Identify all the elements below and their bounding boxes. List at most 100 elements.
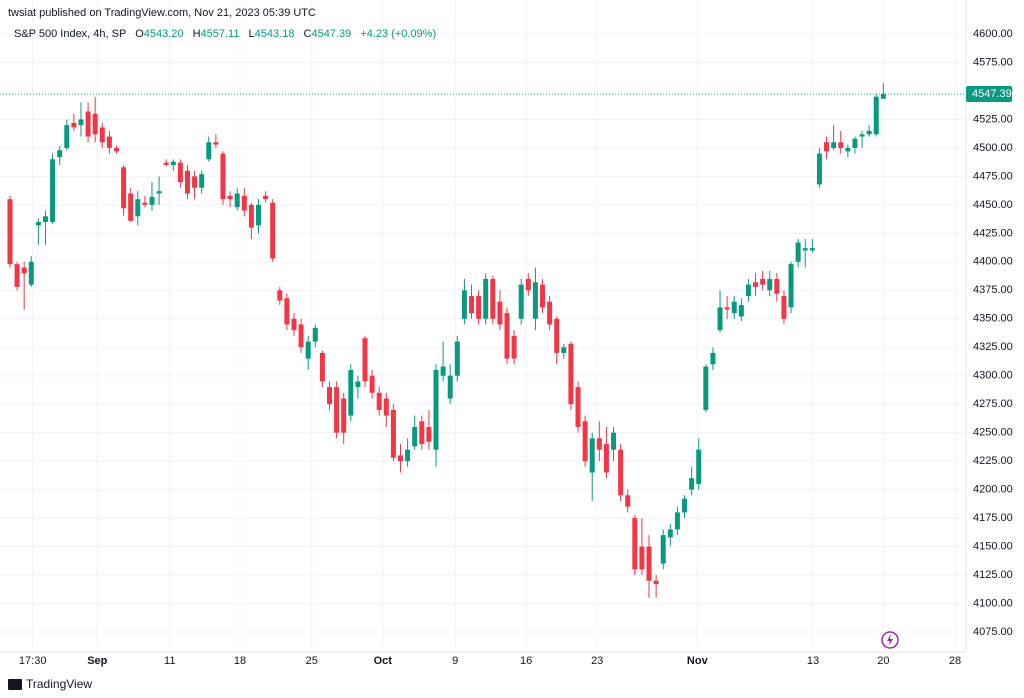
- y-tick-label: 4450.00: [973, 199, 1013, 211]
- event-icon-bolt: [887, 634, 893, 646]
- y-tick-label: 4475.00: [973, 170, 1013, 182]
- x-tick-label: 16: [520, 655, 532, 667]
- candle-body: [646, 546, 652, 581]
- x-tick-label: 23: [591, 655, 603, 667]
- candle-body: [106, 136, 112, 148]
- candle-body: [412, 426, 418, 447]
- candle-body: [582, 421, 588, 462]
- candle-body: [50, 159, 56, 222]
- candle-body: [319, 352, 325, 382]
- h-label: H: [193, 28, 201, 40]
- candle-body: [497, 301, 503, 325]
- y-tick-label: 4225.00: [973, 455, 1013, 467]
- l-value: 4543.18: [255, 28, 295, 40]
- candle-body: [284, 298, 290, 325]
- candle-body: [192, 176, 198, 188]
- candle-body: [128, 193, 134, 221]
- candle-body: [632, 518, 638, 570]
- candle-body: [99, 127, 105, 143]
- candle-body: [561, 347, 567, 353]
- h-value: 4557.11: [201, 28, 240, 40]
- event-icon[interactable]: [881, 631, 899, 649]
- candle-body: [795, 242, 801, 262]
- candle-body: [433, 370, 439, 450]
- y-tick-label: 4575.00: [973, 56, 1013, 68]
- candle-body: [270, 202, 276, 259]
- candle-body: [525, 278, 531, 291]
- candle-body: [682, 498, 688, 513]
- candle-body: [469, 295, 475, 314]
- candle-body: [753, 282, 759, 287]
- candle-body: [816, 153, 822, 185]
- grid: [0, 0, 966, 652]
- candle-body: [447, 375, 453, 399]
- x-tick-label: 11: [164, 655, 175, 667]
- candle-body: [767, 278, 773, 291]
- x-tick-label: Sep: [87, 655, 107, 667]
- y-tick-label: 4300.00: [973, 370, 1013, 382]
- candle-body: [781, 295, 787, 319]
- candle-body: [710, 352, 716, 365]
- y-tick-label: 4200.00: [973, 484, 1013, 496]
- candle-body: [774, 278, 780, 294]
- candle-body: [291, 318, 297, 331]
- y-tick-label: 4375.00: [973, 284, 1013, 296]
- y-tick-label: 4325.00: [973, 341, 1013, 353]
- candle-body: [263, 195, 269, 200]
- candle-body: [426, 426, 432, 442]
- candle-body: [326, 387, 332, 405]
- candle-body: [653, 580, 659, 585]
- y-tick-label: 4100.00: [973, 597, 1013, 609]
- candles: [0, 82, 966, 598]
- candle-body: [383, 398, 389, 416]
- logo: [8, 679, 22, 690]
- candle-body: [788, 264, 794, 308]
- candle-body: [532, 282, 538, 319]
- candle-body: [390, 409, 396, 458]
- candle-body: [611, 432, 617, 450]
- candle-body: [838, 142, 844, 148]
- candle-body: [667, 529, 673, 538]
- candle-body: [511, 335, 517, 359]
- candle-body: [248, 204, 254, 228]
- candle-body: [277, 290, 283, 301]
- candle-body: [362, 338, 368, 382]
- y-tick-label: 4150.00: [973, 540, 1013, 552]
- candle-body: [405, 449, 411, 462]
- candle-body: [170, 161, 176, 166]
- candle-body: [674, 512, 680, 530]
- last-price-label: 4547.39: [972, 88, 1012, 100]
- candle-body: [419, 421, 425, 445]
- candle-body: [14, 264, 20, 287]
- candle-body: [483, 278, 489, 319]
- x-tick-label: 17:30: [19, 655, 47, 667]
- y-tick-label: 4250.00: [973, 427, 1013, 439]
- y-tick-label: 4600.00: [973, 28, 1013, 40]
- candle-body: [568, 343, 574, 405]
- x-tick-label: Nov: [687, 655, 709, 667]
- candle-body: [85, 111, 91, 137]
- candle-body: [78, 119, 84, 126]
- candle-body: [21, 267, 27, 274]
- candle-body: [206, 142, 212, 160]
- y-tick-label: 4500.00: [973, 142, 1013, 154]
- x-tick-label: 20: [877, 655, 889, 667]
- candle-body: [163, 162, 169, 166]
- candle-body: [859, 134, 865, 137]
- y-tick-label: 4425.00: [973, 227, 1013, 239]
- candle-body: [618, 449, 624, 496]
- candle-body: [42, 216, 48, 222]
- symbol: S&P 500 Index, 4h, SP: [14, 28, 126, 40]
- candle-body: [731, 301, 737, 314]
- publisher: twsiat published on TradingView.com, Nov…: [8, 7, 316, 19]
- candle-body: [760, 278, 766, 285]
- o-label: O: [135, 28, 144, 40]
- candle-body: [184, 170, 190, 194]
- candle-body: [149, 196, 155, 205]
- candle-body: [589, 438, 595, 473]
- candle-body: [220, 153, 226, 200]
- candle-body: [454, 341, 460, 376]
- candle-body: [696, 449, 702, 484]
- candle-body: [689, 478, 695, 490]
- candle-body: [596, 438, 602, 450]
